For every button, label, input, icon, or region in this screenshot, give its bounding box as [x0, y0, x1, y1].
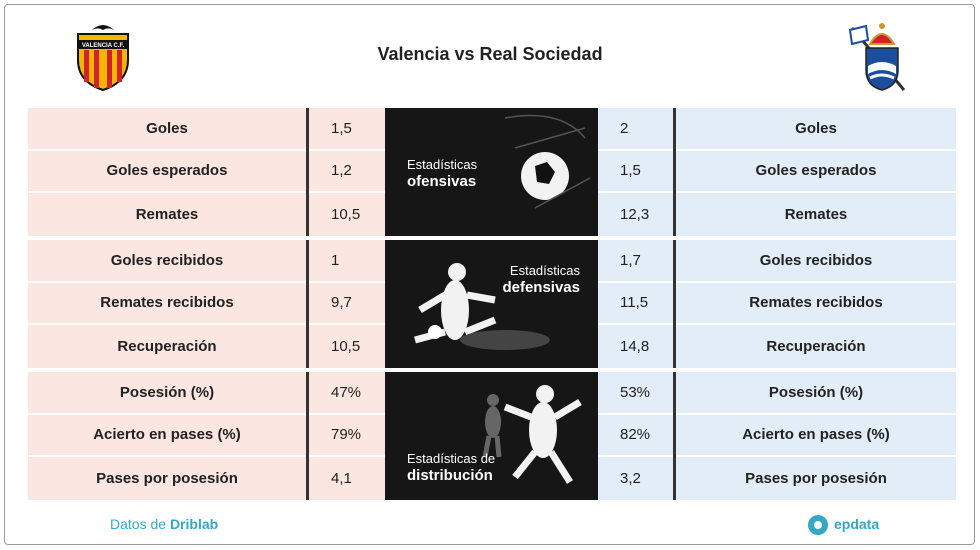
away-stat: Goles esperados	[676, 150, 956, 192]
section-label-top: Estadísticas	[407, 157, 478, 172]
source-name: Driblab	[169, 516, 219, 532]
away-value: 1,7	[598, 240, 673, 281]
home-value: 47%	[309, 372, 385, 413]
home-stat: Acierto en pases (%)	[28, 414, 306, 456]
home-value: 1,5	[309, 108, 385, 149]
away-value: 14,8	[598, 325, 673, 368]
banner-art	[414, 263, 550, 350]
away-value: 12,3	[598, 193, 673, 236]
home-stat: Recuperación	[28, 325, 306, 368]
divider	[306, 240, 309, 368]
banner-art	[482, 385, 582, 484]
home-stat: Goles	[28, 108, 306, 149]
away-stat: Posesión (%)	[676, 372, 956, 413]
away-stat: Goles recibidos	[676, 240, 956, 281]
source-prefix: Datos de	[110, 516, 167, 532]
away-crest	[848, 23, 906, 91]
home-stat: Remates recibidos	[28, 282, 306, 324]
home-value: 1	[309, 240, 385, 281]
brand-icon	[808, 515, 828, 535]
home-stat: Pases por posesión	[28, 457, 306, 500]
away-value: 82%	[598, 414, 673, 456]
divider	[673, 240, 676, 368]
home-value: 79%	[309, 414, 385, 456]
home-stat: Posesión (%)	[28, 372, 306, 413]
title: Valencia vs Real Sociedad	[377, 44, 603, 64]
frame	[4, 4, 975, 545]
section-label-bottom: defensivas	[502, 279, 580, 296]
home-value: 4,1	[309, 457, 385, 500]
divider	[306, 372, 309, 500]
away-value: 3,2	[598, 457, 673, 500]
home-stat: Remates	[28, 193, 306, 236]
away-stat: Acierto en pases (%)	[676, 414, 956, 456]
away-stat: Pases por posesión	[676, 457, 956, 500]
away-value: 53%	[598, 372, 673, 413]
banner-art	[504, 114, 591, 209]
divider	[673, 108, 676, 236]
home-value: 1,2	[309, 150, 385, 192]
away-stat: Goles	[676, 108, 956, 149]
divider	[306, 108, 309, 236]
section-label-bottom: distribución	[407, 467, 493, 484]
away-stat: Remates recibidos	[676, 282, 956, 324]
section-banner: Estadísticas defensivas	[385, 240, 598, 368]
home-value: 9,7	[309, 282, 385, 324]
away-value: 2	[598, 108, 673, 149]
section-label-top: Estadísticas de	[407, 451, 496, 466]
section-label: Estadísticas ofensivas	[407, 156, 477, 190]
section-banner: Estadísticas ofensivas	[385, 108, 598, 236]
home-value: 10,5	[309, 193, 385, 236]
home-crest: VALENCIA C.F.	[77, 25, 129, 92]
away-stat: Recuperación	[676, 325, 956, 368]
section-label-bottom: ofensivas	[407, 173, 477, 190]
home-stat: Goles esperados	[28, 150, 306, 192]
section-label: Estadísticas defensivas	[502, 262, 580, 296]
away-value: 11,5	[598, 282, 673, 324]
home-badge-text: VALENCIA C.F.	[82, 43, 125, 49]
divider	[673, 372, 676, 500]
section-label-top: Estadísticas	[509, 263, 580, 278]
section-label: Estadísticas de distribución	[407, 450, 495, 484]
home-stat: Goles recibidos	[28, 240, 306, 281]
away-stat: Remates	[676, 193, 956, 236]
away-value: 1,5	[598, 150, 673, 192]
section-banner: Estadísticas de distribución	[385, 372, 598, 500]
home-value: 10,5	[309, 325, 385, 368]
source: Datos de Driblab	[110, 516, 218, 532]
brand: epdata	[834, 516, 880, 532]
